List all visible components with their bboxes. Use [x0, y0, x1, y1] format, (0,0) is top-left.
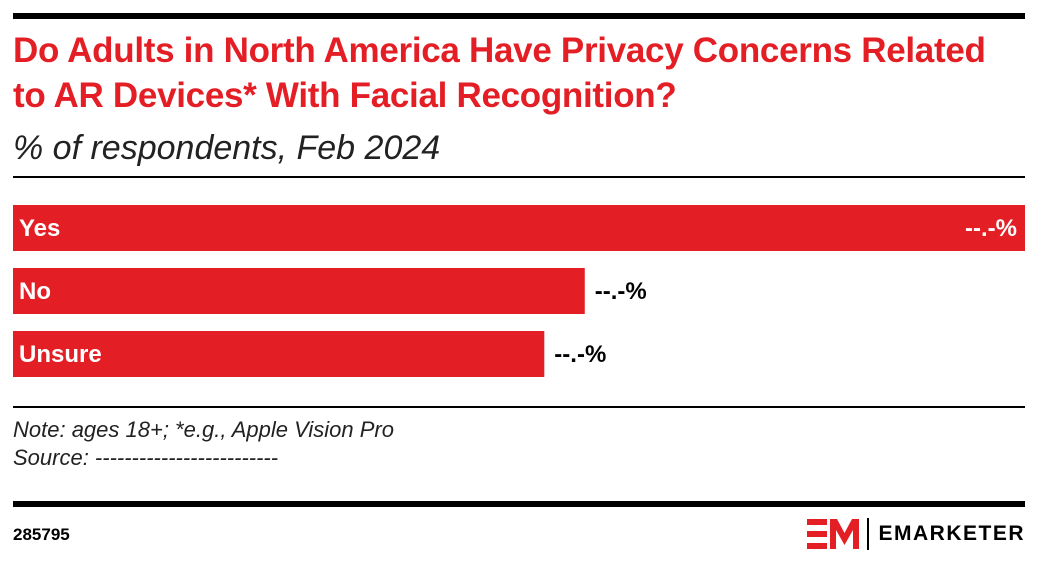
category-label-unsure: Unsure	[19, 341, 102, 368]
value-label-yes: --.-%	[965, 215, 1017, 242]
top-rule	[13, 13, 1025, 19]
chart-source: Source: -------------------------	[13, 445, 279, 470]
em-logo-icon	[807, 519, 860, 549]
bar-unsure	[13, 331, 545, 377]
chart-subtitle: % of respondents, Feb 2024	[13, 129, 441, 167]
brand-divider	[867, 518, 870, 550]
chart-note: Note: ages 18+; *e.g., Apple Vision Pro	[13, 417, 394, 442]
brand-name: EMARKETER	[878, 522, 1025, 545]
bottom-rule	[13, 501, 1025, 507]
category-label-no: No	[19, 278, 51, 305]
chart-title: Do Adults in North America Have Privacy …	[13, 31, 986, 115]
bar-chart: Yes --.-% No --.-% Unsure --.-%	[13, 205, 1025, 377]
chart-id: 285795	[13, 525, 70, 544]
value-label-unsure: --.-%	[554, 341, 606, 368]
header-divider	[13, 176, 1025, 178]
bar-no	[13, 268, 585, 314]
notes-divider	[13, 406, 1025, 408]
bar-yes	[13, 205, 1025, 251]
brand-lockup: EMARKETER	[807, 517, 1025, 551]
value-label-no: --.-%	[595, 278, 647, 305]
category-label-yes: Yes	[19, 215, 60, 242]
